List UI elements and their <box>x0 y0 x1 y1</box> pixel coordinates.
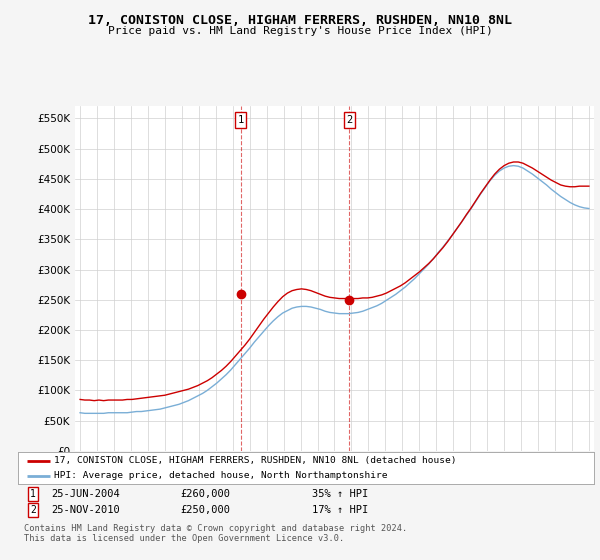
Text: 17% ↑ HPI: 17% ↑ HPI <box>312 505 368 515</box>
Text: 25-NOV-2010: 25-NOV-2010 <box>51 505 120 515</box>
Text: 17, CONISTON CLOSE, HIGHAM FERRERS, RUSHDEN, NN10 8NL: 17, CONISTON CLOSE, HIGHAM FERRERS, RUSH… <box>88 14 512 27</box>
Text: 1: 1 <box>238 115 244 125</box>
Text: 25-JUN-2004: 25-JUN-2004 <box>51 489 120 499</box>
Text: 1: 1 <box>30 489 36 499</box>
Text: 17, CONISTON CLOSE, HIGHAM FERRERS, RUSHDEN, NN10 8NL (detached house): 17, CONISTON CLOSE, HIGHAM FERRERS, RUSH… <box>54 456 457 465</box>
Text: HPI: Average price, detached house, North Northamptonshire: HPI: Average price, detached house, Nort… <box>54 471 388 480</box>
Text: 2: 2 <box>30 505 36 515</box>
Text: £260,000: £260,000 <box>180 489 230 499</box>
Text: £250,000: £250,000 <box>180 505 230 515</box>
Text: 35% ↑ HPI: 35% ↑ HPI <box>312 489 368 499</box>
Text: Price paid vs. HM Land Registry's House Price Index (HPI): Price paid vs. HM Land Registry's House … <box>107 26 493 36</box>
Text: 2: 2 <box>346 115 352 125</box>
Text: Contains HM Land Registry data © Crown copyright and database right 2024.
This d: Contains HM Land Registry data © Crown c… <box>24 524 407 543</box>
